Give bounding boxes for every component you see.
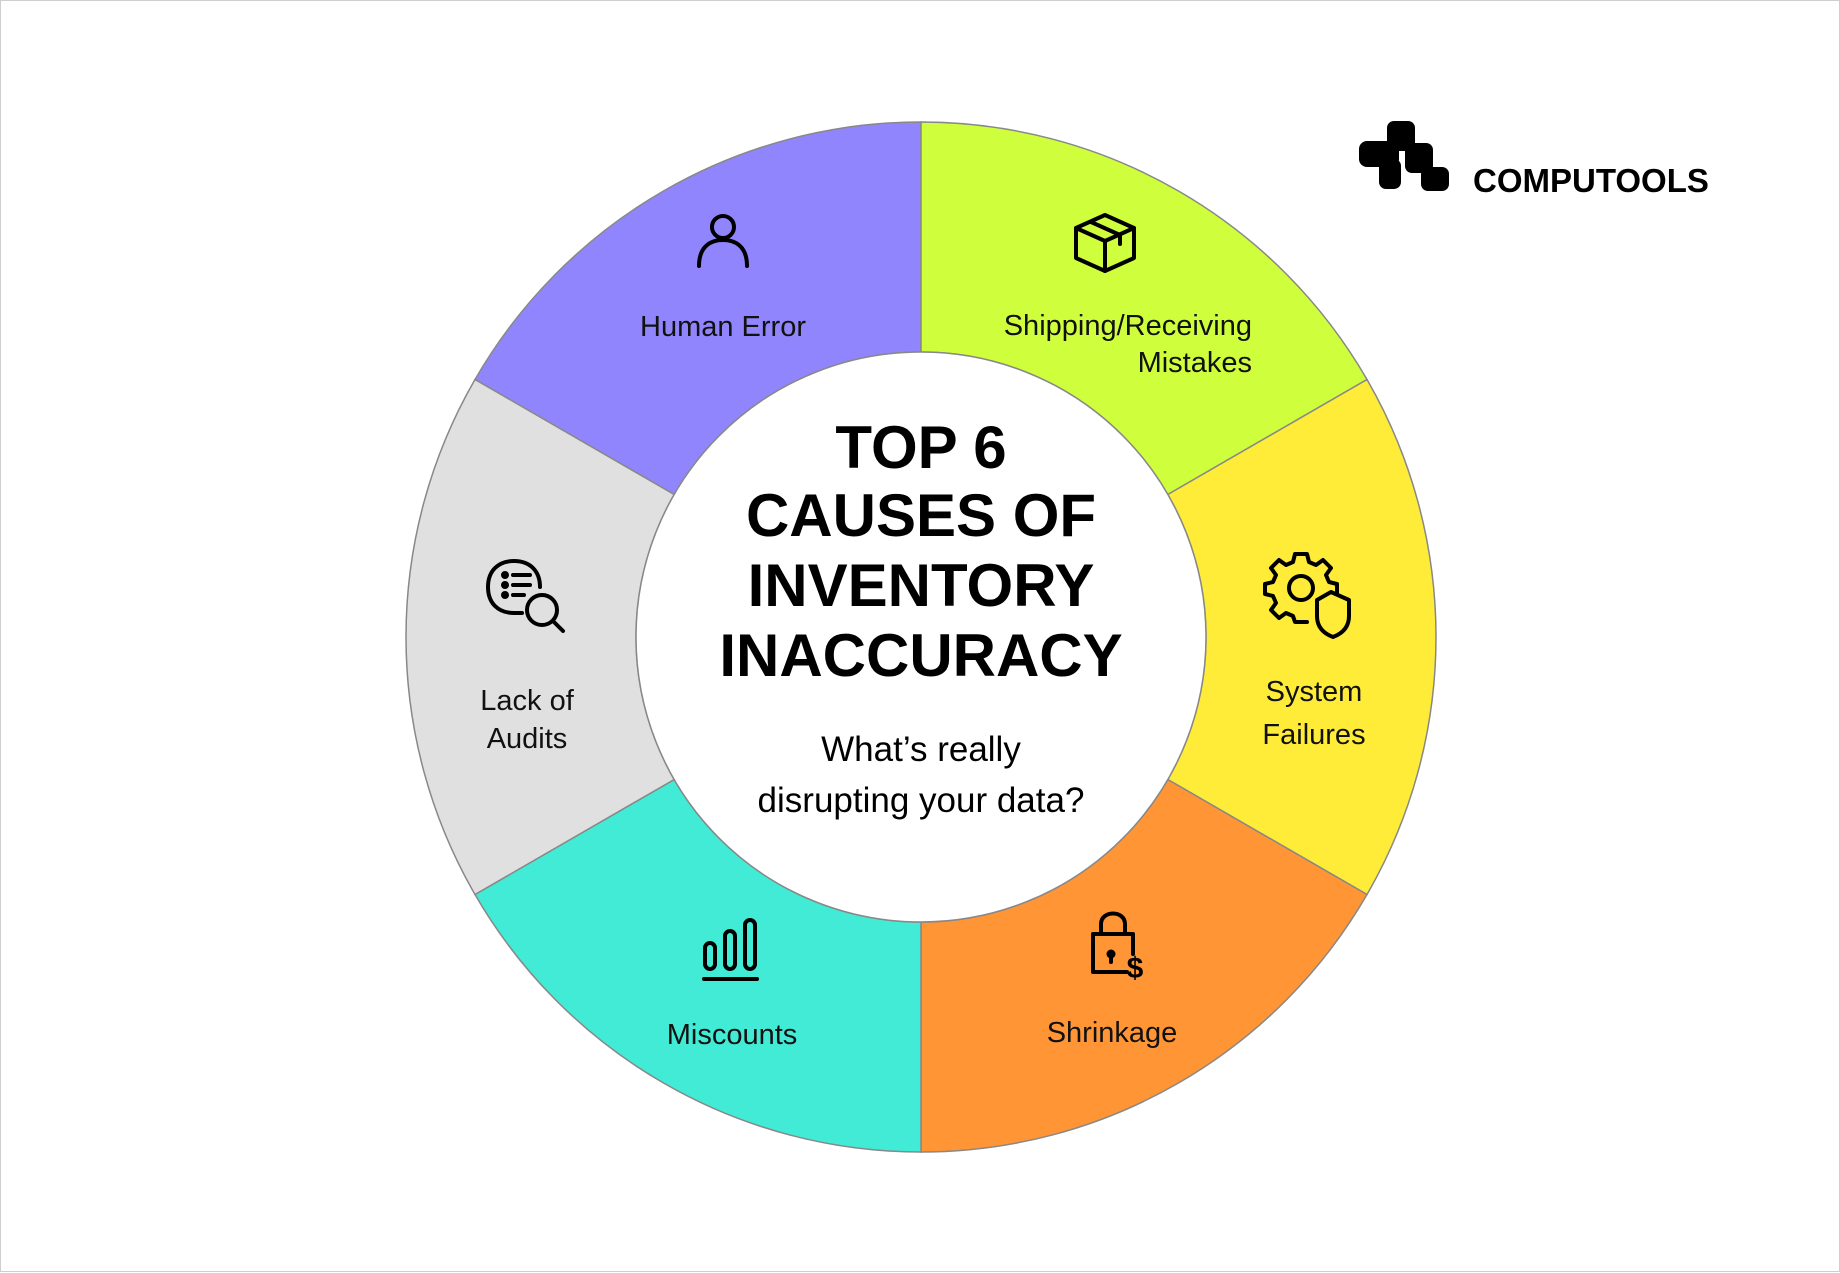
lock-dollar-icon: $ <box>1091 911 1144 985</box>
bar-chart-icon <box>702 918 759 981</box>
person-icon <box>697 214 749 268</box>
title-line-2: CAUSES OF <box>746 482 1096 549</box>
subtitle-line-2: disrupting your data? <box>758 781 1085 820</box>
gear-shield-icon <box>1263 552 1351 639</box>
label-system-line-2: Failures <box>1262 719 1365 751</box>
label-audits-line-1: Lack of <box>480 685 574 717</box>
label-miscounts: Miscounts <box>667 1019 798 1051</box>
box-icon <box>1074 213 1136 273</box>
label-audits-line-2: Audits <box>487 723 568 755</box>
subtitle-line-1: What’s really <box>821 730 1021 769</box>
center-circle <box>635 351 1207 923</box>
computools-logo-icon <box>1359 121 1449 191</box>
label-shipping-line-2: Mistakes <box>1138 347 1252 379</box>
list-search-icon <box>486 559 565 633</box>
label-shrinkage: Shrinkage <box>1047 1017 1178 1049</box>
title-line-4: INACCURACY <box>719 622 1122 689</box>
brand-name: COMPUTOOLS <box>1473 162 1709 199</box>
title-line-3: INVENTORY <box>748 552 1095 619</box>
label-shipping-line-1: Shipping/Receiving <box>1004 310 1252 342</box>
label-system-line-1: System <box>1266 676 1363 708</box>
title-line-1: TOP 6 <box>835 414 1006 481</box>
dollar-glyph: $ <box>1127 952 1144 985</box>
label-human-error: Human Error <box>640 311 806 343</box>
